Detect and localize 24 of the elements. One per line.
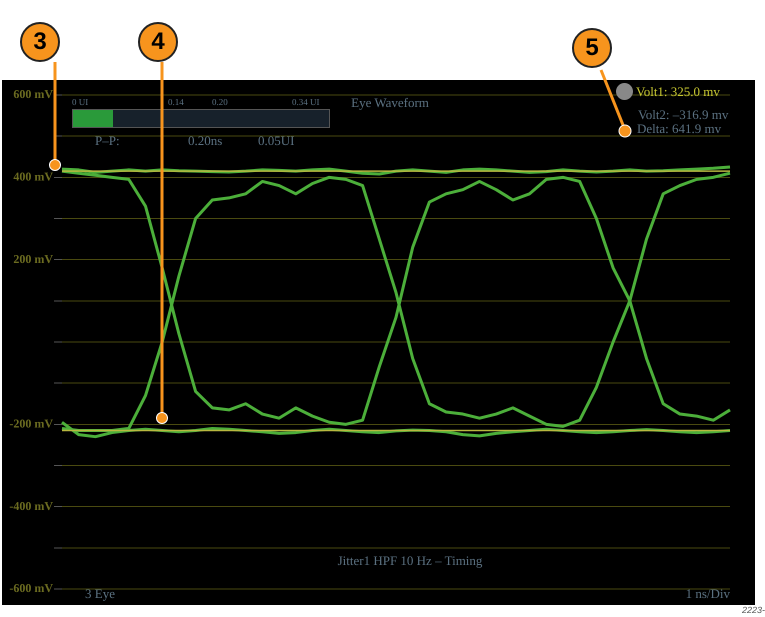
annotation: Volt1: 325.0 mv	[636, 84, 720, 99]
annotation: Jitter1 HPF 10 Hz – Timing	[338, 553, 483, 568]
annotation: Delta: 641.9 mv	[637, 121, 722, 136]
annotation: 0.14	[168, 97, 184, 107]
y-tick-label: -600 mV	[9, 581, 54, 596]
y-tick-label: 600 mV	[13, 87, 54, 102]
annotation: 0.05UI	[258, 133, 294, 148]
annotation: 0.20ns	[188, 133, 222, 148]
y-tick-label: -400 mV	[9, 498, 54, 513]
y-tick-label: 200 mV	[13, 252, 54, 266]
annotation: P–P:	[95, 133, 120, 148]
annotation: 3 Eye	[85, 586, 116, 601]
annotation: 0.20	[212, 97, 228, 107]
annotation: 0.34 UI	[292, 97, 320, 107]
annotation: Volt2: –316.9 mv	[638, 107, 729, 122]
annotation: 0 UI	[72, 97, 88, 107]
annotation: 1 ns/Div	[686, 586, 730, 601]
text: 5	[572, 28, 612, 68]
chart-title: Eye Waveform	[351, 95, 429, 110]
text: 3	[20, 22, 60, 62]
y-tick-label: -200 mV	[9, 416, 54, 430]
y-tick-label: 400 mV	[13, 169, 54, 184]
text: 2223-	[742, 605, 765, 615]
text: 4	[138, 22, 178, 62]
